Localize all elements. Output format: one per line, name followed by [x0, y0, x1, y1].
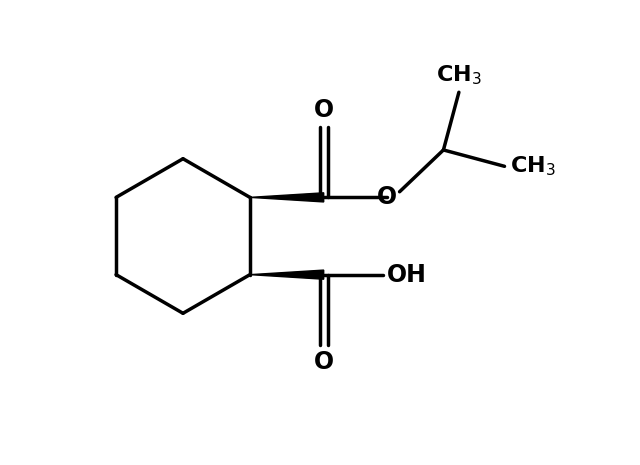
Polygon shape [250, 193, 324, 202]
Text: CH$_3$: CH$_3$ [436, 64, 482, 87]
Polygon shape [250, 270, 324, 279]
Text: OH: OH [387, 263, 427, 286]
Text: O: O [314, 98, 333, 122]
Text: CH$_3$: CH$_3$ [510, 154, 556, 178]
Text: O: O [377, 186, 397, 209]
Text: O: O [314, 350, 333, 374]
